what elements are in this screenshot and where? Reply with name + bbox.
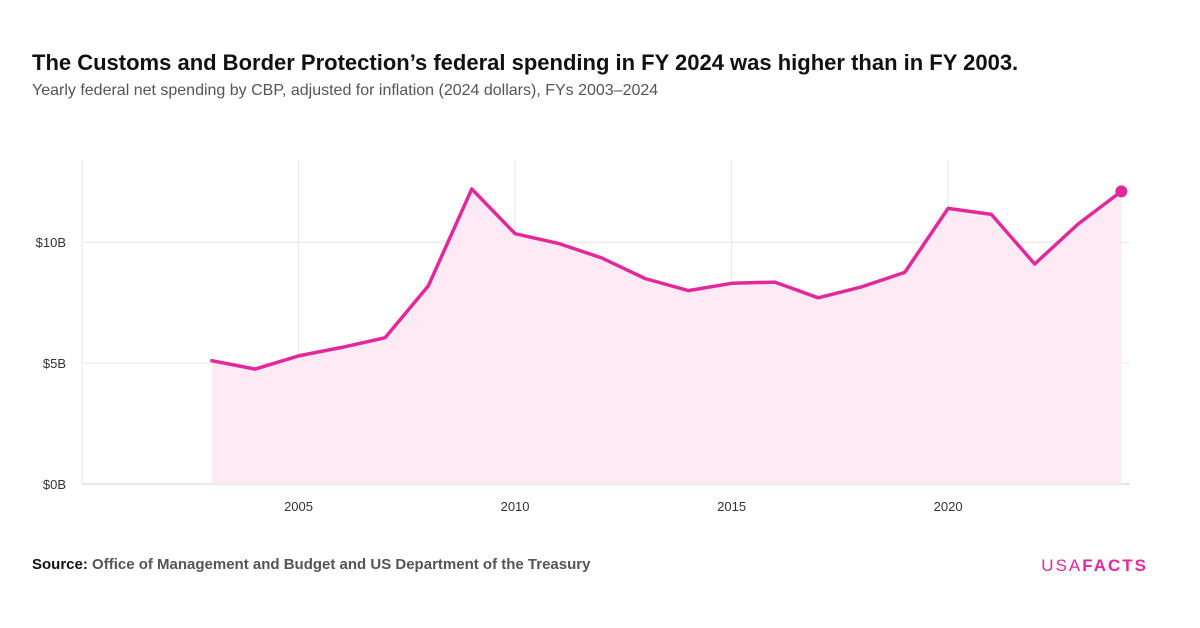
source-note: Source: Office of Management and Budget … bbox=[32, 556, 590, 573]
x-axis-labels: 2005 2010 2015 2020 bbox=[284, 499, 963, 514]
series-line bbox=[210, 187, 1124, 371]
data-point-last bbox=[1115, 185, 1128, 198]
x-tick-label: 2005 bbox=[284, 499, 313, 514]
y-axis-labels: $0B $5B $10B bbox=[36, 235, 66, 492]
chart-title: The Customs and Border Protection’s fede… bbox=[32, 50, 1019, 75]
x-tick-label: 2020 bbox=[934, 499, 963, 514]
chart-subtitle: Yearly federal net spending by CBP, adju… bbox=[32, 82, 659, 99]
source-text: Office of Management and Budget and US D… bbox=[92, 556, 591, 573]
x-tick-label: 2015 bbox=[717, 499, 746, 514]
y-tick-label: $10B bbox=[36, 235, 66, 250]
logo-facts: FACTS bbox=[1082, 556, 1148, 575]
y-tick-label: $5B bbox=[43, 356, 66, 371]
y-tick-label: $0B bbox=[43, 477, 66, 492]
logo-usa: USA bbox=[1041, 556, 1083, 575]
usafacts-logo: USAFACTS bbox=[1041, 556, 1148, 576]
series-points bbox=[1115, 185, 1128, 198]
source-label: Source: bbox=[32, 556, 88, 573]
area-fill bbox=[211, 189, 1122, 484]
x-tick-label: 2010 bbox=[501, 499, 530, 514]
